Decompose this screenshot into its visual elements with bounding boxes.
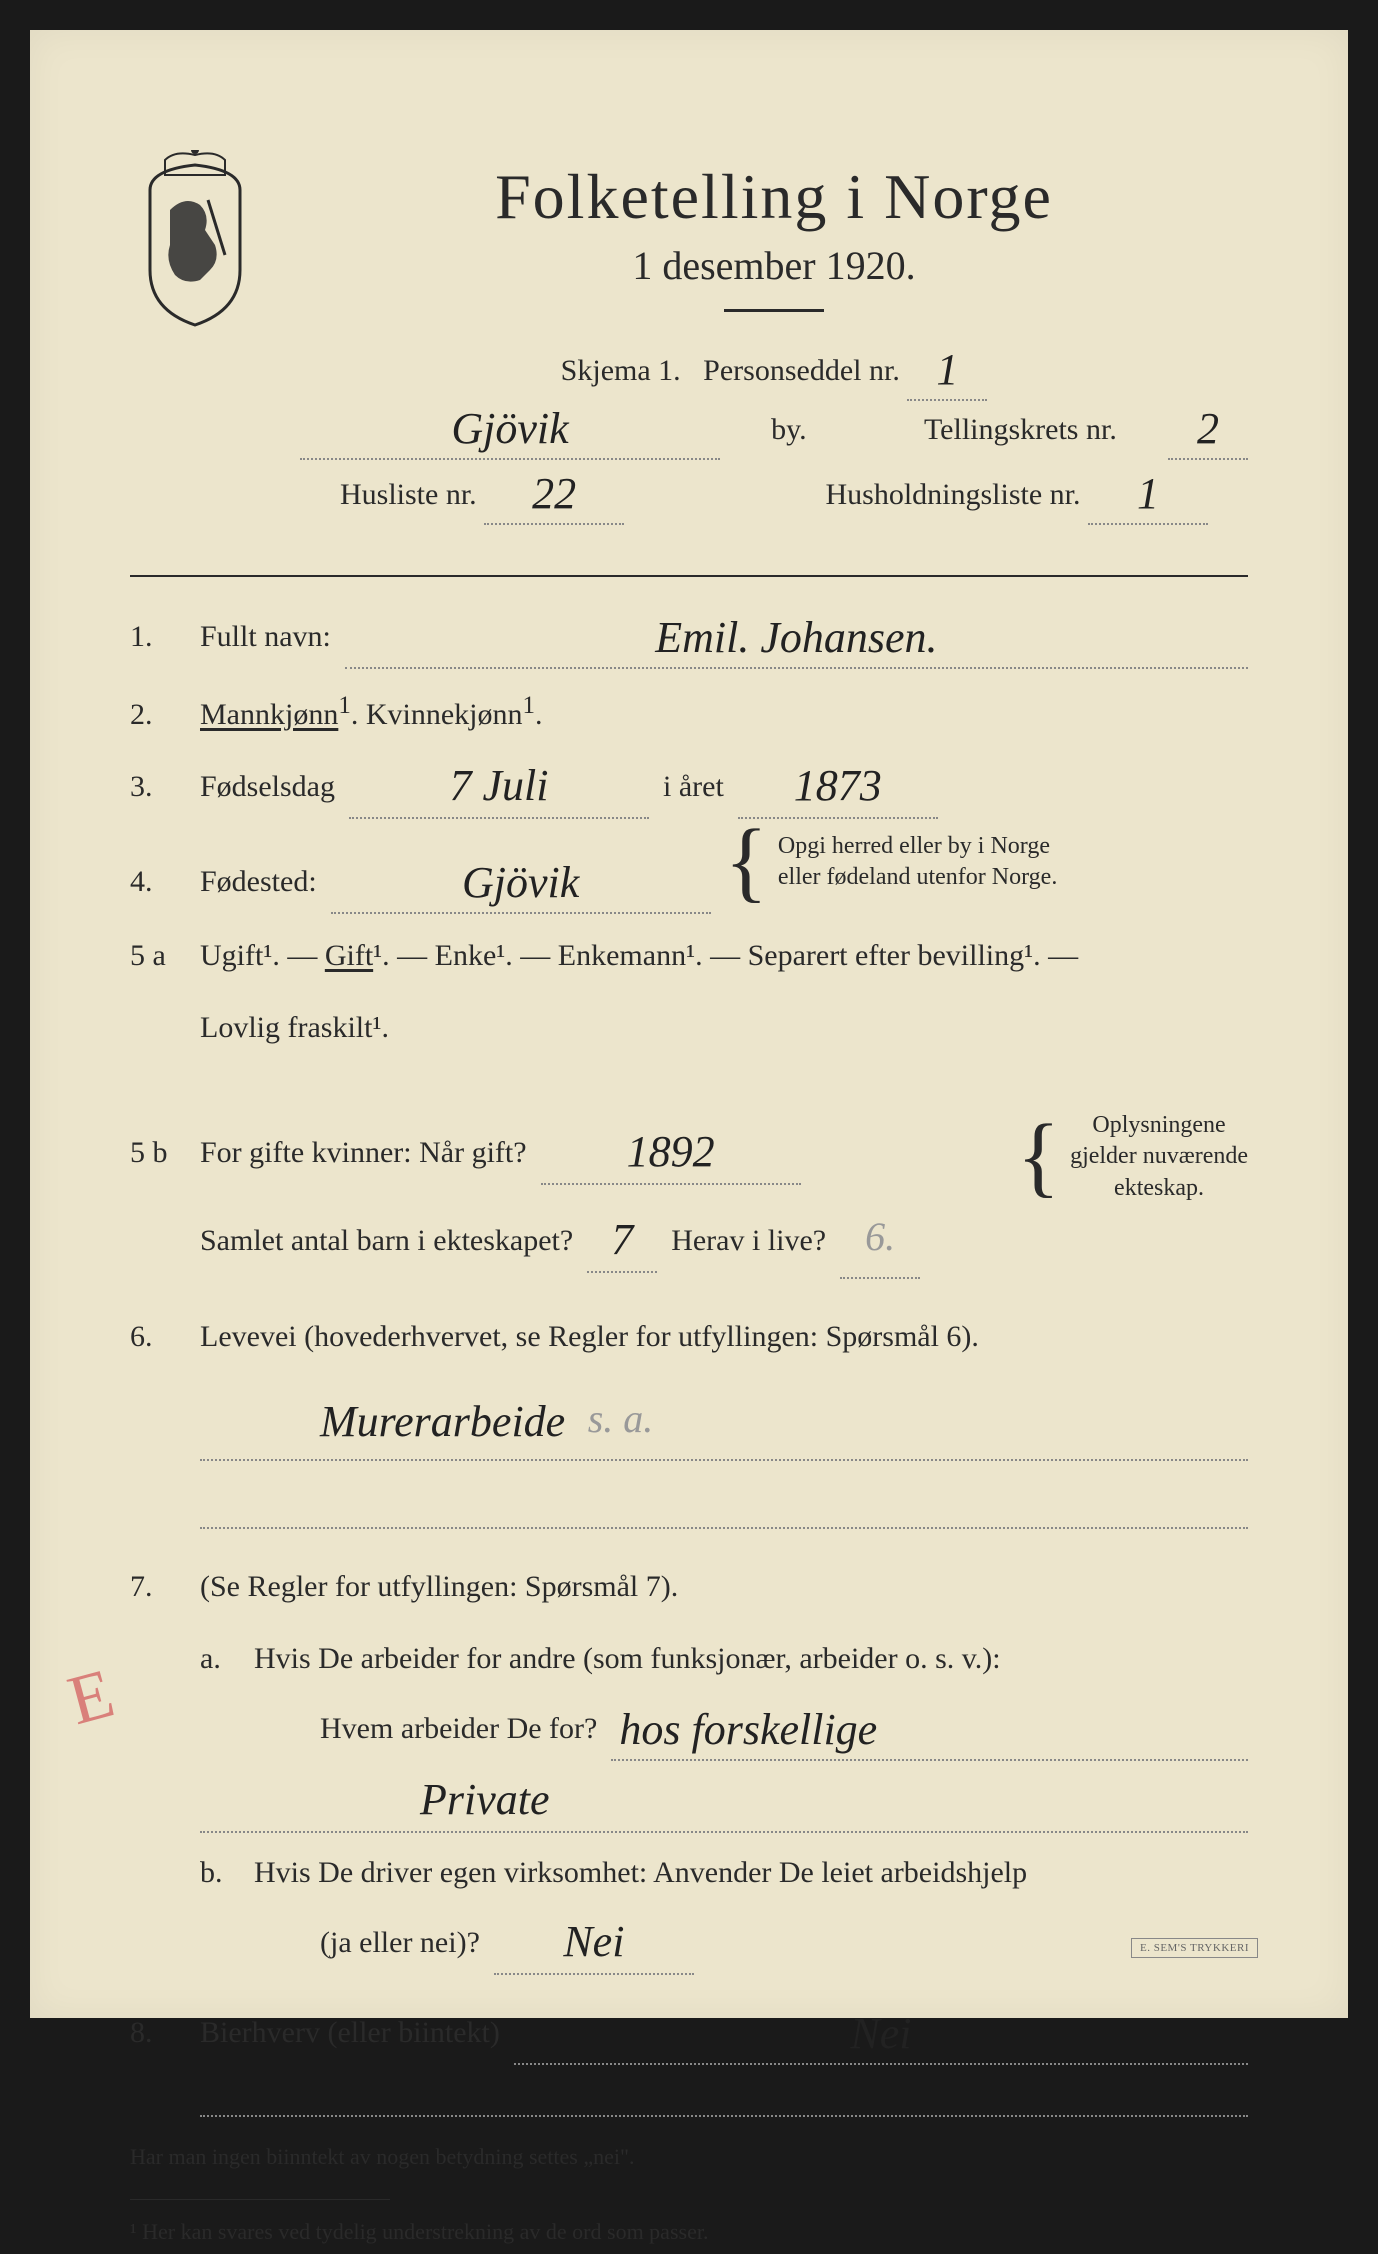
coat-of-arms-icon [130, 150, 260, 330]
q6-row: 6. Levevei (hovederhvervet, se Regler fo… [130, 1307, 1248, 1367]
q5b-note: { Oplysningene gjelder nuværende ekteska… [1017, 1110, 1248, 1204]
q5b-year: 1892 [627, 1134, 715, 1169]
q3-row: 3. Fødselsdag 7 Juli i året 1873 [130, 757, 1248, 819]
q5a-line2: Lovlig fraskilt¹. [200, 998, 389, 1058]
form-body: 1. Fullt navn: Emil. Johansen. 2. Mannkj… [130, 607, 1248, 2254]
census-form-page: Folketelling i Norge 1 desember 1920. Sk… [30, 30, 1348, 2018]
footnote-1: ¹ Her kan svares ved tydelig understrekn… [130, 2210, 1248, 2254]
header: Folketelling i Norge 1 desember 1920. Sk… [130, 150, 1248, 545]
meta-block: Skjema 1. Personseddel nr. 1 Gjövik by. … [300, 342, 1248, 525]
q2-num: 2. [130, 685, 186, 745]
q5b-row2: Samlet antal barn i ekteskapet? 7 Herav … [130, 1197, 1248, 1279]
q5a-num: 5 a [130, 926, 186, 986]
main-title: Folketelling i Norge [300, 160, 1248, 234]
schema-label: Skjema 1. [561, 354, 681, 387]
q5b-alive: 6. [865, 1214, 895, 1259]
q6-num: 6. [130, 1307, 186, 1367]
q6-value-faint: s. a. [588, 1396, 654, 1441]
q8-row: 8. Bierhverv (eller biintekt) Nei [130, 2003, 1248, 2065]
q2-row: 2. Mannkjønn1. Kvinnekjønn1. [130, 681, 1248, 745]
husliste-nr: 22 [532, 476, 576, 511]
q6-value: Murerarbeide [320, 1404, 565, 1439]
district-nr: 2 [1197, 411, 1219, 446]
q4-row: 4. Fødested: Gjövik { Opgi herred eller … [130, 831, 1248, 914]
q1-value: Emil. Johansen. [655, 620, 937, 655]
q5a-gift-selected: Gift [325, 939, 373, 972]
q3-day: 7 Juli [450, 768, 549, 803]
red-pencil-mark: E [60, 1654, 122, 1742]
person-nr: 1 [936, 352, 958, 387]
q1-row: 1. Fullt navn: Emil. Johansen. [130, 607, 1248, 669]
q4-value: Gjövik [462, 865, 579, 900]
q2-mannkjonn: Mannkjønn [200, 698, 338, 731]
q7b-text: Hvis De driver egen virksomhet: Anvender… [254, 1843, 1027, 1903]
district-label: Tellingskrets nr. [924, 401, 1117, 458]
q1-num: 1. [130, 607, 186, 667]
q7a-val1: hos forskellige [619, 1712, 877, 1747]
q6-value-line2 [200, 1479, 1248, 1529]
q7a-text: Hvis De arbeider for andre (som funksjon… [254, 1629, 1001, 1689]
title-block: Folketelling i Norge 1 desember 1920. Sk… [300, 150, 1248, 545]
person-label: Personseddel nr. [703, 354, 900, 387]
city-value: Gjövik [451, 411, 568, 446]
q7a-row: a. Hvis De arbeider for andre (som funks… [200, 1629, 1248, 1689]
husliste-label: Husliste nr. [340, 478, 477, 511]
q7-num: 7. [130, 1557, 186, 1617]
q3-label: Fødselsdag [200, 757, 335, 817]
q7a-q: Hvem arbeider De for? [320, 1699, 597, 1759]
q5b-label-c: Herav i live? [671, 1211, 826, 1271]
q8-num: 8. [130, 2003, 186, 2063]
q5a-row2: Lovlig fraskilt¹. [130, 998, 1248, 1058]
q3-year: 1873 [794, 768, 882, 803]
q8-label: Bierhverv (eller biintekt) [200, 2003, 500, 2063]
q5a-row: 5 a Ugift¹. — Gift¹. — Enke¹. — Enkemann… [130, 926, 1248, 986]
q3-num: 3. [130, 757, 186, 817]
q5b-children: 7 [611, 1222, 633, 1257]
q4-note: { Opgi herred eller by i Norge eller fød… [725, 831, 1058, 893]
q8-value: Nei [850, 2016, 911, 2051]
title-divider [724, 309, 824, 312]
q5b-label-a: For gifte kvinner: Når gift? [200, 1123, 527, 1183]
crest-svg [130, 150, 260, 330]
household-nr: 1 [1137, 476, 1159, 511]
q7a-val2: Private [320, 1782, 550, 1817]
q3-year-label: i året [663, 757, 724, 817]
q5b-row1: 5 b For gifte kvinner: Når gift? 1892 { … [130, 1086, 1248, 1185]
q5a-options: Ugift¹. — Gift¹. — Enke¹. — Enkemann¹. —… [200, 926, 1078, 986]
q7b-row: b. Hvis De driver egen virksomhet: Anven… [200, 1843, 1248, 1903]
printer-stamp: E. SEM'S TRYKKERI [1131, 1938, 1258, 1958]
q7a-q-row: Hvem arbeider De for? hos forskellige [200, 1699, 1248, 1761]
q8-line2 [200, 2077, 1248, 2117]
header-rule [130, 575, 1248, 577]
city-suffix: by. [771, 401, 807, 458]
q6-label: Levevei (hovederhvervet, se Regler for u… [200, 1307, 979, 1367]
q7a-val2-line: Private [200, 1771, 1248, 1833]
q7b-num: b. [200, 1843, 240, 1903]
q6-value-line1: Murerarbeide s. a. [200, 1379, 1248, 1461]
q7b-val: Nei [563, 1924, 624, 1959]
q5b-label-b: Samlet antal barn i ekteskapet? [200, 1211, 573, 1271]
q7b-q: (ja eller nei)? [320, 1913, 480, 1973]
q7-row: 7. (Se Regler for utfyllingen: Spørsmål … [130, 1557, 1248, 1617]
q7a-num: a. [200, 1629, 240, 1689]
q4-label: Fødested: [200, 852, 317, 912]
q5b-num: 5 b [130, 1123, 186, 1183]
q7-label: (Se Regler for utfyllingen: Spørsmål 7). [200, 1557, 678, 1617]
q1-label: Fullt navn: [200, 607, 331, 667]
q7b-q-row: (ja eller nei)? Nei [200, 1913, 1248, 1975]
household-label: Husholdningsliste nr. [825, 478, 1080, 511]
footnote-rule [130, 2199, 390, 2200]
subtitle: 1 desember 1920. [300, 242, 1248, 289]
q4-num: 4. [130, 852, 186, 912]
nei-note: Har man ingen biinntekt av nogen betydni… [130, 2135, 1248, 2179]
